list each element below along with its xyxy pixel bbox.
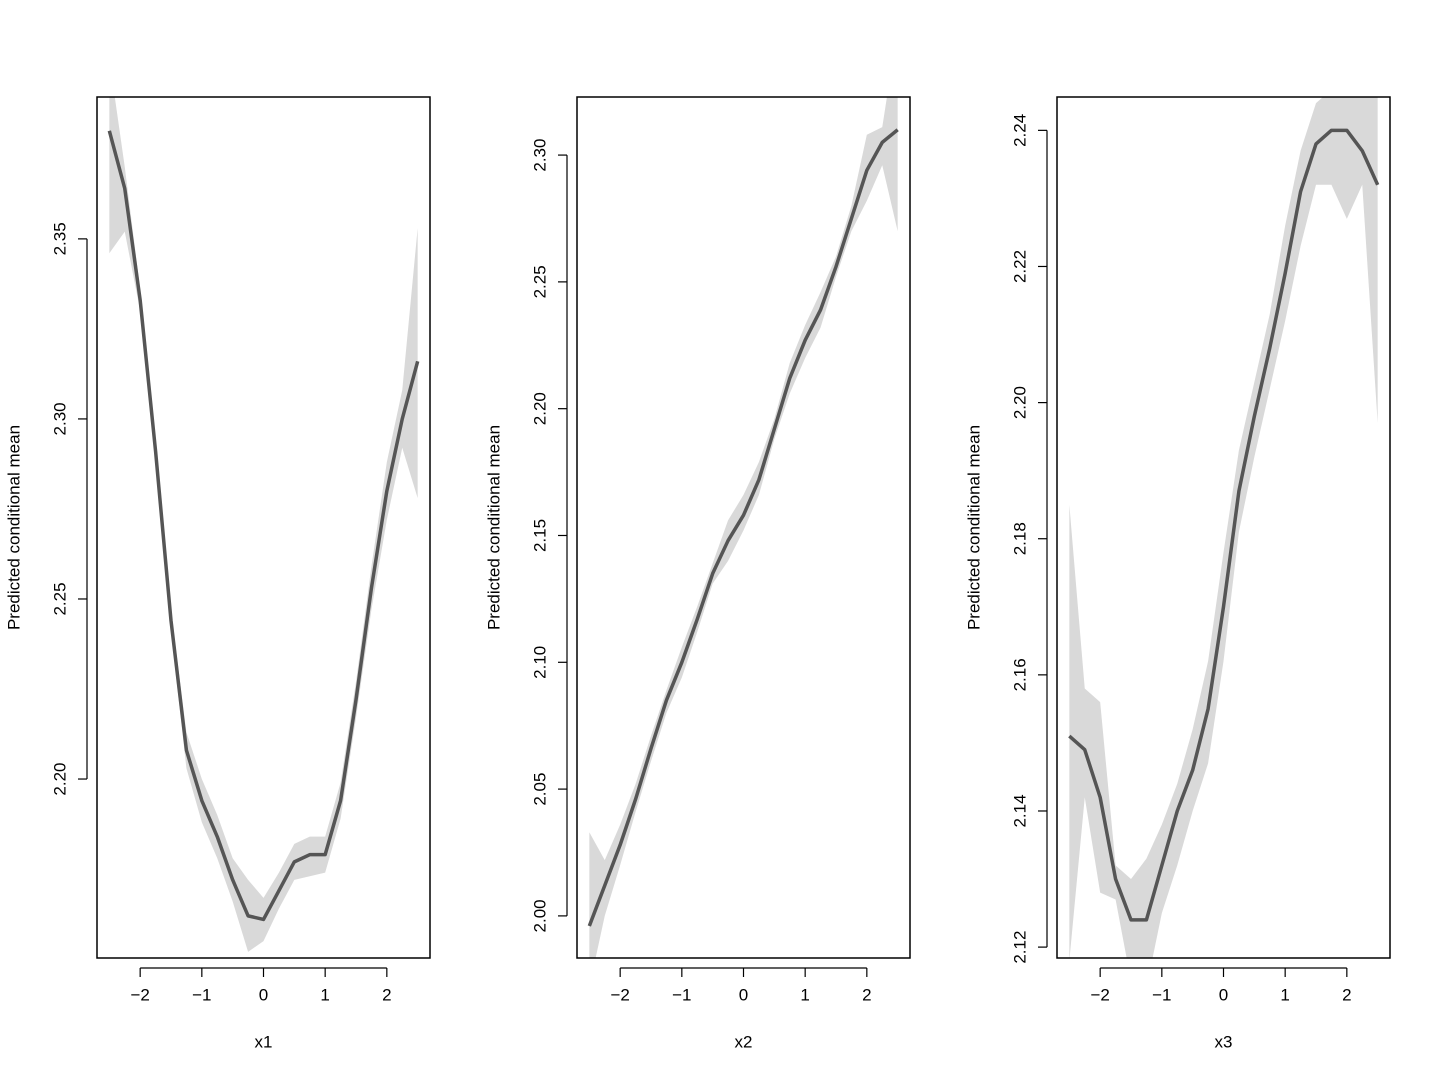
- y-axis-label: Predicted conditional mean: [964, 425, 983, 630]
- x-tick-label: 2: [382, 985, 391, 1004]
- plot-frame: [1056, 96, 1391, 959]
- x-axis-label: x1: [255, 1032, 273, 1051]
- plot-frame: [576, 96, 911, 959]
- y-tick-label: 2.20: [530, 392, 549, 425]
- y-tick-label: 2.25: [530, 265, 549, 298]
- y-tick-label: 2.18: [1010, 522, 1029, 555]
- y-tick-label: 2.35: [50, 222, 69, 255]
- y-axis-label: Predicted conditional mean: [4, 425, 23, 630]
- y-tick-label: 2.10: [530, 646, 549, 679]
- line: [1068, 128, 1380, 922]
- x-tick-label: −2: [610, 985, 629, 1004]
- y-tick-label: 2.05: [530, 773, 549, 806]
- x-tick-label: 0: [1219, 985, 1228, 1004]
- y-tick-label: 2.14: [1010, 794, 1029, 827]
- x-tick-label: 1: [1280, 985, 1289, 1004]
- y-tick-label: 2.30: [50, 402, 69, 435]
- y-tick-label: 2.22: [1010, 250, 1029, 283]
- x-tick-label: 2: [1342, 985, 1351, 1004]
- x-tick-label: −1: [1152, 985, 1171, 1004]
- y-tick-label: 2.16: [1010, 658, 1029, 691]
- y-tick-label: 2.24: [1010, 114, 1029, 147]
- x-tick-label: 2: [862, 985, 871, 1004]
- x-tick-label: 0: [739, 985, 748, 1004]
- y-tick-label: 2.20: [1010, 386, 1029, 419]
- plot-frame: [96, 96, 431, 959]
- plot-area: [107, 97, 420, 952]
- confidence-band: [1069, 97, 1378, 958]
- y-tick-label: 2.00: [530, 899, 549, 932]
- y-tick-label: 2.30: [530, 139, 549, 172]
- line: [587, 128, 899, 927]
- x-tick-label: 0: [259, 985, 268, 1004]
- x-axis-label: x2: [735, 1032, 753, 1051]
- line: [107, 130, 420, 922]
- x-tick-label: 1: [320, 985, 329, 1004]
- y-tick-label: 2.12: [1010, 931, 1029, 964]
- confidence-band: [109, 97, 418, 952]
- x-tick-label: −2: [1090, 985, 1109, 1004]
- plot-area: [1068, 97, 1380, 958]
- plot-area: [587, 97, 899, 958]
- y-axis-label: Predicted conditional mean: [484, 425, 503, 630]
- x-tick-label: −1: [672, 985, 691, 1004]
- x-tick-label: −2: [130, 985, 149, 1004]
- y-tick-label: 2.25: [50, 582, 69, 615]
- x-tick-label: 1: [800, 985, 809, 1004]
- x-tick-label: −1: [192, 985, 211, 1004]
- y-tick-label: 2.15: [530, 519, 549, 552]
- x-axis-label: x3: [1215, 1032, 1233, 1051]
- confidence-band: [589, 97, 898, 958]
- y-tick-label: 2.20: [50, 762, 69, 795]
